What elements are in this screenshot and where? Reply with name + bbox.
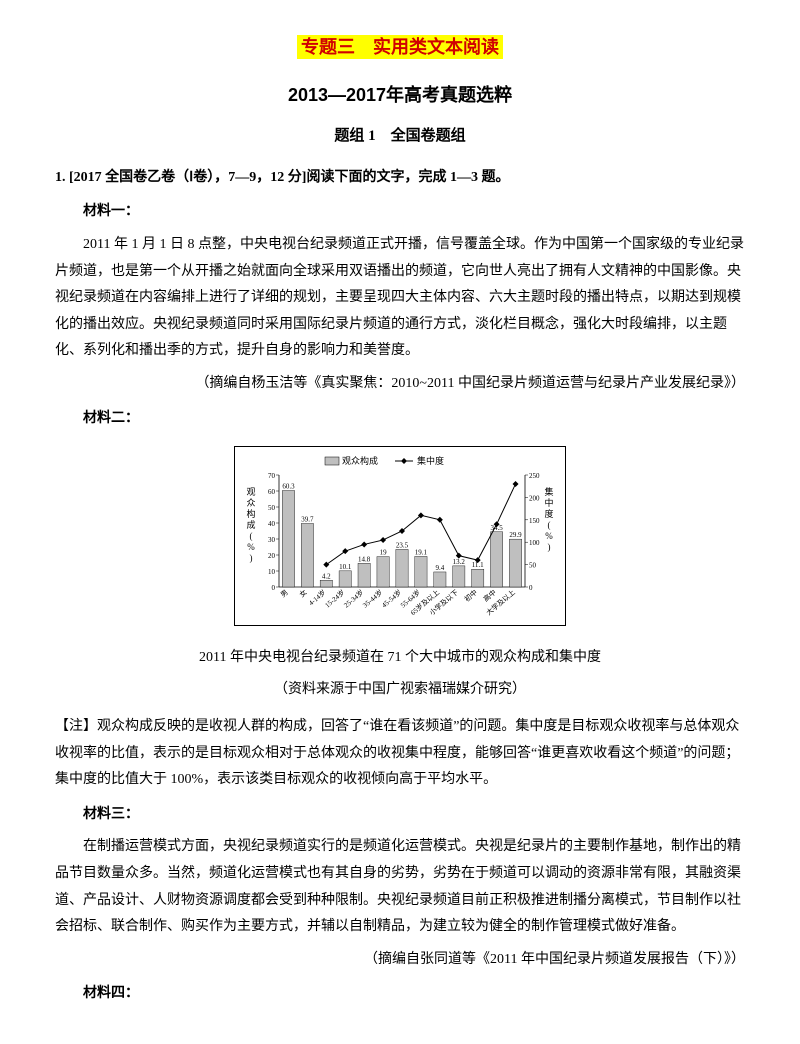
svg-text:度: 度 [544, 508, 553, 519]
svg-text:100: 100 [529, 539, 540, 547]
material-2-label: 材料二： [55, 406, 745, 433]
svg-text:9.4: 9.4 [435, 564, 444, 572]
material-1-source: （摘编自杨玉洁等《真实聚焦：2010~2011 中国纪录片频道运营与纪录片产业发… [55, 371, 745, 398]
svg-text:19: 19 [380, 549, 388, 557]
chart-source: （资料来源于中国广视索福瑞媒介研究） [55, 677, 745, 704]
material-3-source: （摘编自张同道等《2011 年中国纪录片频道发展报告（下）》） [55, 947, 745, 974]
material-1-label: 材料一： [55, 199, 745, 226]
subtitle: 2013—2017年高考真题选粹 [55, 78, 745, 112]
svg-text:观: 观 [246, 487, 255, 497]
svg-text:男: 男 [279, 589, 290, 600]
svg-text:50: 50 [268, 504, 276, 512]
chart-svg: 观众构成集中度观众构成(%)集中度(%)01020304050607005010… [245, 453, 555, 623]
svg-text:构: 构 [246, 508, 255, 519]
svg-text:35-44岁: 35-44岁 [361, 588, 385, 610]
svg-text:40: 40 [268, 520, 276, 528]
svg-text:成: 成 [246, 519, 255, 530]
svg-text:70: 70 [268, 472, 276, 480]
svg-text:200: 200 [529, 495, 540, 503]
material-4-label: 材料四： [55, 981, 745, 1008]
svg-text:众: 众 [246, 498, 255, 508]
chart-box: 观众构成集中度观众构成(%)集中度(%)01020304050607005010… [234, 446, 566, 626]
chart-container: 观众构成集中度观众构成(%)集中度(%)01020304050607005010… [55, 446, 745, 637]
svg-text:%: % [545, 531, 553, 541]
svg-text:10.1: 10.1 [339, 563, 352, 571]
topic-title: 专题三 实用类文本阅读 [55, 30, 745, 64]
svg-text:%: % [247, 542, 255, 552]
svg-text:女: 女 [298, 588, 309, 599]
svg-text:0: 0 [529, 584, 533, 592]
question-head: 1. [2017 全国卷乙卷（Ⅰ卷），7—9，12 分]阅读下面的文字，完成 1… [55, 165, 745, 192]
svg-text:23.5: 23.5 [396, 542, 409, 550]
svg-text:观众构成: 观众构成 [342, 455, 378, 466]
svg-text:50: 50 [529, 562, 537, 570]
svg-text:15-24岁: 15-24岁 [323, 588, 347, 610]
svg-text:集: 集 [544, 486, 553, 497]
svg-text:250: 250 [529, 472, 540, 480]
svg-text:150: 150 [529, 517, 540, 525]
svg-text:0: 0 [272, 584, 276, 592]
material-1-paragraph: 2011 年 1 月 1 日 8 点整，中央电视台纪录频道正式开播，信号覆盖全球… [55, 232, 745, 365]
svg-text:中: 中 [544, 497, 553, 508]
topic-title-text: 专题三 实用类文本阅读 [297, 35, 503, 59]
svg-text:19.1: 19.1 [415, 549, 428, 557]
material-3-paragraph: 在制播运营模式方面，央视纪录频道实行的是频道化运营模式。央视是纪录片的主要制作基… [55, 834, 745, 940]
svg-text:初中: 初中 [462, 588, 479, 604]
svg-text:): ) [548, 542, 551, 552]
svg-text:60.3: 60.3 [282, 483, 295, 491]
svg-text:29.9: 29.9 [509, 531, 522, 539]
svg-text:4.2: 4.2 [322, 572, 331, 580]
svg-text:45-54岁: 45-54岁 [380, 588, 404, 610]
svg-text:): ) [250, 553, 253, 563]
svg-text:25-34岁: 25-34岁 [342, 588, 366, 610]
group-title: 题组 1 全国卷题组 [55, 122, 745, 151]
svg-text:30: 30 [268, 536, 276, 544]
svg-text:(: ( [250, 531, 253, 541]
material-3-label: 材料三： [55, 802, 745, 829]
svg-text:39.7: 39.7 [301, 516, 314, 524]
svg-text:13.2: 13.2 [453, 558, 466, 566]
svg-text:10: 10 [268, 568, 276, 576]
svg-text:14.8: 14.8 [358, 556, 371, 564]
chart-caption: 2011 年中央电视台纪录频道在 71 个大中城市的观众构成和集中度 [55, 645, 745, 672]
svg-text:(: ( [548, 520, 551, 530]
svg-text:60: 60 [268, 488, 276, 496]
svg-text:20: 20 [268, 552, 276, 560]
svg-text:集中度: 集中度 [417, 455, 444, 466]
chart-note: 【注】观众构成反映的是收视人群的构成，回答了“谁在看该频道”的问题。集中度是目标… [55, 714, 745, 794]
